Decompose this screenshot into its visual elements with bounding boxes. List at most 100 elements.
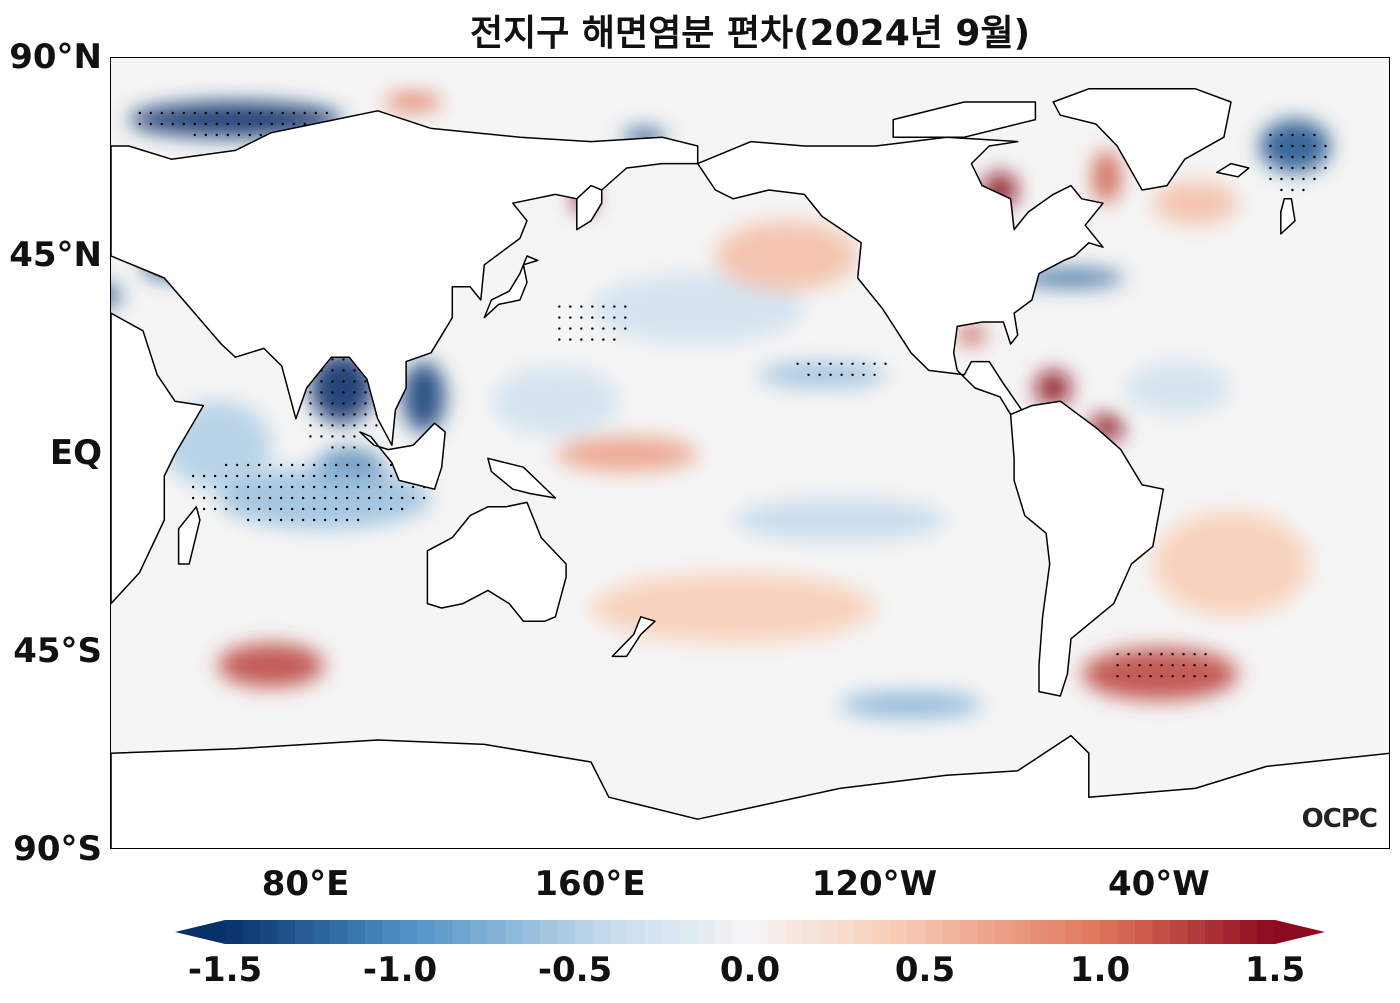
stipple-dot	[334, 485, 338, 489]
colorbar-cell	[872, 920, 891, 944]
stipple-dot	[290, 496, 294, 500]
colorbar-cell	[312, 920, 331, 944]
stipple-dot	[342, 369, 345, 372]
stipple-dot	[345, 474, 349, 478]
stipple-dot	[1291, 177, 1294, 181]
stipple-dot	[312, 507, 316, 511]
land-north-america	[696, 136, 1104, 424]
stipple-dot	[303, 111, 306, 115]
stipple-dot	[862, 373, 865, 376]
lon-label: 40°W	[1107, 864, 1210, 904]
stipple-dot	[580, 338, 583, 341]
colorbar-cell	[1047, 920, 1066, 944]
stipple-dot	[191, 474, 195, 478]
stipple-dot	[613, 305, 616, 308]
stipple-dot	[204, 122, 207, 126]
stipple-dot	[353, 402, 356, 405]
stipple-dot	[1313, 133, 1316, 137]
stipple-dot	[331, 402, 334, 405]
stipple-dot	[356, 518, 360, 522]
stipple-dot	[1193, 664, 1196, 667]
stipple-dot	[213, 485, 217, 489]
stipple-dot	[1193, 675, 1196, 678]
stipple-dot	[1302, 144, 1305, 148]
stipple-dot	[193, 122, 196, 126]
stipple-dot	[1160, 664, 1163, 667]
stipple-dot	[191, 496, 195, 500]
stipple-dot	[301, 507, 305, 511]
stipple-dot	[248, 133, 251, 137]
stipple-dot	[367, 485, 371, 489]
stipple-dot	[224, 463, 228, 467]
stipple-dot	[248, 111, 251, 115]
anomaly-gulf-of-mexico	[957, 326, 986, 345]
stipple-dot	[309, 391, 312, 394]
stipple-dot	[171, 122, 174, 126]
stipple-dot	[215, 111, 218, 115]
stipple-dot	[279, 485, 283, 489]
stipple-dot	[591, 338, 594, 341]
stipple-dot	[309, 413, 312, 416]
stipple-dot	[259, 122, 262, 126]
anomaly-mediterranean	[111, 286, 122, 306]
anomaly-caribbean	[1035, 370, 1071, 406]
significance-stipple	[138, 111, 1327, 678]
stipple-dot	[312, 485, 316, 489]
stipple-dot	[290, 463, 294, 467]
colorbar-cell	[1135, 920, 1153, 944]
stipple-dot	[356, 463, 360, 467]
stipple-dot	[1127, 664, 1130, 667]
stipple-dot	[279, 474, 283, 478]
stipple-dot	[591, 316, 594, 319]
stipple-dot	[301, 496, 305, 500]
colorbar-cell	[1170, 920, 1188, 944]
stipple-dot	[862, 362, 865, 365]
colorbar-cell	[680, 920, 698, 944]
stipple-dot	[301, 485, 305, 489]
stipple-dot	[1291, 144, 1294, 148]
stipple-dot	[364, 380, 367, 383]
land-borneo-sumatra	[359, 422, 446, 490]
stipple-dot	[246, 463, 250, 467]
stipple-dot	[353, 369, 356, 372]
stipple-dot	[884, 362, 887, 365]
stipple-dot	[1313, 166, 1316, 170]
stipple-dot	[807, 362, 810, 365]
stipple-dot	[235, 474, 239, 478]
stipple-dot	[342, 446, 345, 449]
colorbar-cell	[1222, 920, 1241, 944]
colorbar-cell	[907, 920, 926, 944]
stipple-dot	[235, 485, 239, 489]
stipple-dot	[246, 496, 250, 500]
stipple-dot	[246, 507, 250, 511]
colorbar-cell	[890, 920, 908, 944]
stipple-dot	[1280, 166, 1283, 170]
land-eurasia	[111, 110, 699, 446]
land-australia	[426, 501, 567, 622]
colorbar-tick-label: 0.5	[894, 950, 956, 990]
stipple-dot	[624, 305, 627, 308]
stipple-dot	[378, 496, 382, 500]
colorbar-cell	[697, 920, 716, 944]
colorbar-cell	[1257, 920, 1276, 944]
stipple-dot	[400, 485, 404, 489]
stipple-dot	[378, 485, 382, 489]
stipple-dot	[613, 338, 616, 341]
stipple-dot	[1302, 188, 1305, 192]
stipple-dot	[367, 507, 371, 511]
stipple-dot	[334, 518, 338, 522]
stipple-dot	[375, 424, 378, 427]
stipple-dot	[558, 305, 561, 308]
stipple-dot	[1127, 653, 1130, 656]
stipple-dot	[224, 496, 228, 500]
stipple-dot	[237, 111, 240, 115]
stipple-dot	[389, 496, 393, 500]
anomaly-west-pacific-warm-pool	[491, 366, 620, 437]
stipple-dot	[1182, 675, 1185, 678]
colorbar-cell	[365, 920, 383, 944]
stipple-dot	[331, 391, 334, 394]
stipple-dot	[1149, 664, 1152, 667]
stipple-dot	[1280, 155, 1283, 159]
map-canvas	[111, 58, 1389, 848]
stipple-dot	[257, 507, 261, 511]
